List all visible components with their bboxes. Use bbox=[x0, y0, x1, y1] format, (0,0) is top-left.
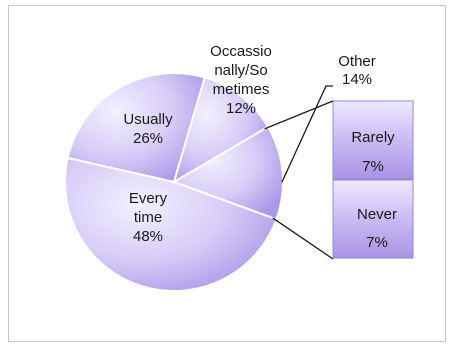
pie-slices bbox=[64, 72, 284, 292]
data-label-usually: Usually 26% bbox=[123, 111, 173, 147]
bar-segment-rarely bbox=[332, 100, 414, 180]
data-label-other: Other 14% bbox=[338, 53, 376, 88]
data-label-occassionally-sometimes: Occassio nally/So metimes 12% bbox=[210, 43, 272, 117]
connector-line-bottom bbox=[272, 217, 334, 260]
data-label-never: Never 7% bbox=[357, 206, 397, 251]
connector-line-top bbox=[264, 100, 334, 130]
bar-segment-never bbox=[332, 179, 414, 259]
pie-slice-occassionally-sometimes bbox=[172, 76, 270, 185]
pie-slice-usually bbox=[66, 72, 207, 184]
bar-segments bbox=[332, 100, 414, 259]
leader-line-other bbox=[281, 85, 333, 183]
connector-lines bbox=[264, 85, 334, 260]
data-label-every-time: Every time 48% bbox=[129, 190, 168, 245]
data-labels: Every time 48% Usually 26% Occassio nally/So me… bbox=[123, 43, 397, 251]
pie-slice-every-time bbox=[64, 156, 278, 292]
pie-slice-other bbox=[171, 125, 284, 221]
data-label-rarely: Rarely 7% bbox=[351, 129, 395, 175]
